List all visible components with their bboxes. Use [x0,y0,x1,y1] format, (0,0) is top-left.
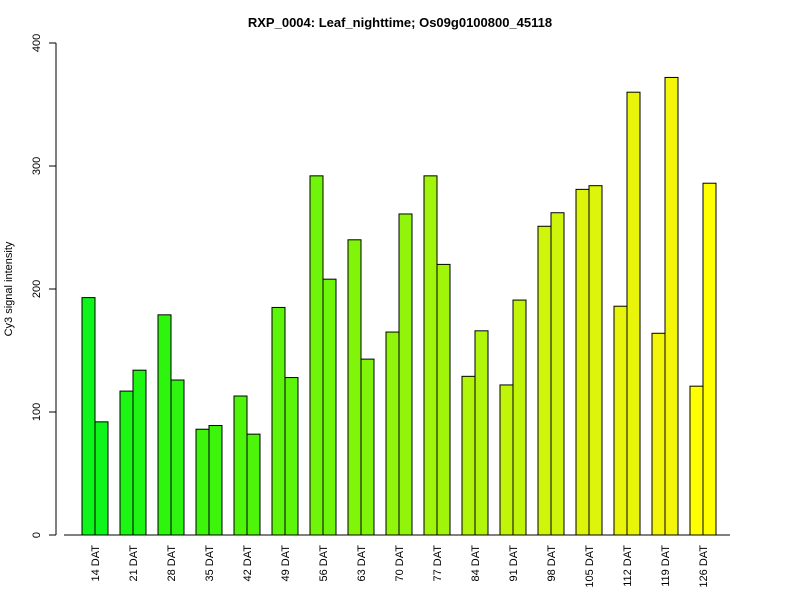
bar-14-dat-2 [94,421,109,536]
bar-98-dat-2 [550,212,565,536]
bar-126-dat-2 [702,182,717,536]
bar-49-dat-1 [271,306,286,536]
bar-28-dat-1 [157,314,172,536]
y-tick-label-400: 400 [31,34,43,52]
bar-84-dat-2 [474,330,489,536]
y-tick-label-100: 100 [31,403,43,421]
bar-35-dat-2 [208,425,223,536]
bar-70-dat-1 [385,331,400,536]
x-tick-label-77-dat: 77 DAT [432,545,444,582]
bar-126-dat-1 [689,385,704,536]
x-tick-label-119-dat: 119 DAT [660,545,672,587]
bar-42-dat-2 [246,433,261,536]
x-tick-label-49-dat: 49 DAT [280,545,292,582]
bar-49-dat-2 [284,377,299,536]
x-tick-label-14-dat: 14 DAT [90,545,102,582]
bar-112-dat-1 [613,305,628,536]
bar-63-dat-1 [347,239,362,536]
y-tick-label-200: 200 [31,280,43,298]
x-tick-label-21-dat: 21 DAT [128,545,140,582]
bar-77-dat-1 [423,175,438,536]
x-tick-label-84-dat: 84 DAT [470,545,482,582]
x-tick-label-28-dat: 28 DAT [166,545,178,582]
bar-91-dat-1 [499,384,514,536]
bar-91-dat-2 [512,299,527,536]
x-axis: 14 DAT 21 DAT 28 DAT 35 DAT 42 DAT 49 DAT 56 D… [64,534,730,588]
bar-21-dat-2 [132,369,147,536]
x-tick-label-112-dat: 112 DAT [622,545,634,587]
bar-35-dat-1 [195,428,210,536]
bar-70-dat-2 [398,213,413,536]
bar-63-dat-2 [360,358,375,536]
bar-98-dat-1 [537,225,552,536]
bar-14-dat-1 [81,297,96,536]
bar-56-dat-2 [322,278,337,536]
x-tick-label-98-dat: 98 DAT [546,545,558,582]
bar-42-dat-1 [233,395,248,536]
bar-28-dat-2 [170,379,185,536]
y-axis: 0 100 200 300 400 [31,34,57,538]
bar-21-dat-1 [119,390,134,536]
x-tick-label-35-dat: 35 DAT [204,545,216,582]
x-tick-label-70-dat: 70 DAT [394,545,406,582]
bar-56-dat-1 [309,175,324,536]
y-tick-label-300: 300 [31,157,43,175]
bar-84-dat-1 [461,375,476,536]
bar-105-dat-1 [575,188,590,536]
x-tick-label-105-dat: 105 DAT [584,545,596,588]
y-tick-label-0: 0 [31,532,43,538]
bar-119-dat-1 [651,332,666,536]
bar-105-dat-2 [588,185,603,536]
bar-77-dat-2 [436,263,451,536]
x-tick-label-91-dat: 91 DAT [508,545,520,582]
chart-title: RXP_0004: Leaf_nighttime; Os09g0100800_4… [248,15,552,30]
bar-112-dat-2 [626,91,641,536]
x-tick-label-63-dat: 63 DAT [356,545,368,582]
bar-119-dat-2 [664,76,679,536]
bars-group [81,76,717,536]
y-axis-label: Cy3 signal intensity [3,241,15,336]
x-tick-label-56-dat: 56 DAT [318,545,330,582]
x-tick-label-42-dat: 42 DAT [242,545,254,582]
x-tick-label-126-dat: 126 DAT [698,545,710,588]
